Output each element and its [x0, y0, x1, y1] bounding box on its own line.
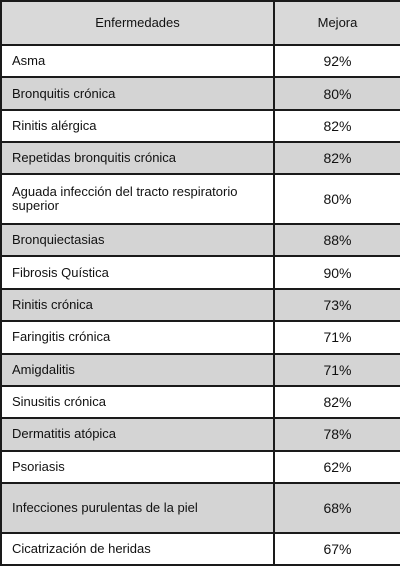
table-row: Amigdalitis 71% — [0, 352, 400, 387]
table-row: Psoriasis 62% — [0, 449, 400, 484]
disease-cell: Fibrosis Quística — [0, 255, 275, 290]
improvement-cell: 73% — [273, 287, 400, 323]
improvement-cell: 71% — [273, 352, 400, 387]
disease-cell: Infecciones purulentas de la piel — [0, 481, 275, 534]
improvement-cell: 82% — [273, 108, 400, 144]
disease-cell: Bronquiectasias — [0, 223, 275, 258]
table-row: Dermatitis atópica 78% — [0, 417, 400, 452]
table-row: Cicatrización de heridas 67% — [0, 531, 400, 566]
disease-cell: Rinitis alérgica — [0, 108, 275, 144]
improvement-cell: 88% — [273, 223, 400, 258]
improvement-cell: 62% — [273, 449, 400, 484]
table-row: Bronquiectasias 88% — [0, 223, 400, 258]
improvement-cell: 80% — [273, 76, 400, 111]
improvement-cell: 78% — [273, 417, 400, 452]
table-row: Rinitis crónica 73% — [0, 287, 400, 323]
header-improvement: Mejora — [273, 0, 400, 46]
table-row: Infecciones purulentas de la piel 68% — [0, 481, 400, 534]
disease-cell: Repetidas bronquitis crónica — [0, 141, 275, 176]
improvement-cell: 68% — [273, 481, 400, 534]
disease-cell: Aguada infección del tracto respiratorio… — [0, 173, 275, 226]
improvement-cell: 80% — [273, 173, 400, 226]
table-row: Asma 92% — [0, 43, 400, 79]
table-row: Repetidas bronquitis crónica 82% — [0, 141, 400, 176]
table-row: Rinitis alérgica 82% — [0, 108, 400, 144]
disease-cell: Bronquitis crónica — [0, 76, 275, 111]
disease-cell: Asma — [0, 43, 275, 79]
disease-cell: Cicatrización de heridas — [0, 531, 275, 566]
table-row: Fibrosis Quística 90% — [0, 255, 400, 290]
header-diseases: Enfermedades — [0, 0, 275, 46]
improvement-cell: 92% — [273, 43, 400, 79]
disease-cell: Faringitis crónica — [0, 320, 275, 355]
improvement-cell: 82% — [273, 384, 400, 420]
table-header-row: Enfermedades Mejora — [0, 0, 400, 46]
table-row: Bronquitis crónica 80% — [0, 76, 400, 111]
improvement-cell: 71% — [273, 320, 400, 355]
improvement-cell: 82% — [273, 141, 400, 176]
disease-cell: Amigdalitis — [0, 352, 275, 387]
improvement-cell: 90% — [273, 255, 400, 290]
disease-cell: Rinitis crónica — [0, 287, 275, 323]
disease-cell: Psoriasis — [0, 449, 275, 484]
disease-cell: Sinusitis crónica — [0, 384, 275, 420]
table-row: Faringitis crónica 71% — [0, 320, 400, 355]
improvement-cell: 67% — [273, 531, 400, 566]
table-row: Sinusitis crónica 82% — [0, 384, 400, 420]
disease-cell: Dermatitis atópica — [0, 417, 275, 452]
table-row: Aguada infección del tracto respiratorio… — [0, 173, 400, 226]
